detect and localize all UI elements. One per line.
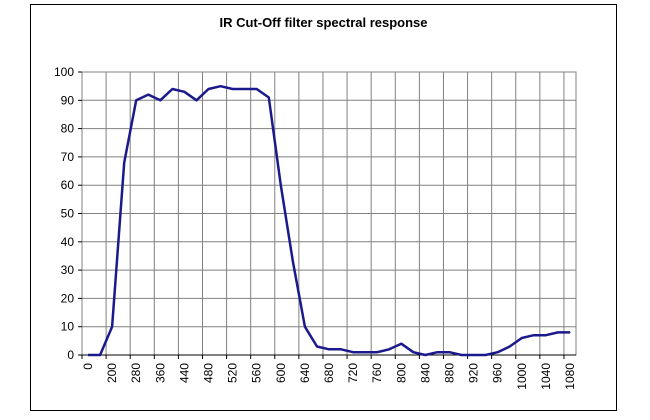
data-point — [328, 348, 330, 350]
data-point — [159, 99, 161, 101]
x-tick-label: 0 — [81, 363, 95, 370]
x-tick-label: 680 — [322, 363, 336, 383]
data-point — [485, 354, 487, 356]
y-tick-label: 10 — [61, 320, 75, 334]
x-tick-label: 840 — [418, 363, 432, 383]
data-point — [557, 331, 559, 333]
data-point — [244, 88, 246, 90]
x-tick-label: 560 — [250, 363, 264, 383]
x-tick-label: 360 — [153, 363, 167, 383]
data-point — [147, 94, 149, 96]
data-point — [340, 348, 342, 350]
y-tick-label: 70 — [61, 150, 75, 164]
x-tick-label: 760 — [370, 363, 384, 383]
data-point — [256, 88, 258, 90]
data-point — [460, 354, 463, 356]
x-axis: 0 200 280 360 440 480 520 560 600 640 680 720 760 800… — [81, 354, 577, 390]
data-point — [219, 85, 222, 87]
data-point — [400, 343, 402, 345]
y-tick-label: 20 — [61, 291, 75, 305]
data-point — [268, 96, 270, 99]
y-tick-label: 0 — [67, 348, 74, 362]
data-point — [352, 351, 354, 353]
data-point — [171, 88, 173, 90]
data-point — [135, 99, 137, 101]
data-point — [412, 351, 414, 353]
data-point — [545, 334, 547, 336]
data-point — [509, 345, 511, 348]
data-point — [232, 88, 234, 90]
data-point — [304, 326, 306, 328]
y-tick-label: 90 — [61, 93, 75, 107]
data-point — [497, 351, 499, 353]
data-point — [364, 351, 366, 353]
data-point — [521, 337, 523, 339]
x-tick-label: 440 — [177, 363, 191, 383]
x-tick-label: 720 — [346, 363, 360, 383]
x-tick-label: 1080 — [563, 363, 577, 390]
y-tick-label: 50 — [61, 207, 75, 221]
x-tick-label: 920 — [467, 363, 481, 383]
data-point — [207, 88, 210, 90]
data-point — [569, 331, 571, 333]
data-point — [448, 351, 451, 353]
data-point — [376, 351, 378, 353]
data-point — [292, 261, 294, 263]
x-tick-label: 480 — [202, 363, 216, 383]
x-tick-label: 1040 — [539, 363, 553, 390]
x-tick-label: 280 — [129, 363, 143, 383]
chart-title: IR Cut-Off filter spectral response — [219, 15, 428, 30]
data-point — [316, 345, 318, 348]
x-tick-label: 1000 — [515, 363, 529, 390]
x-tick-label: 640 — [298, 363, 312, 383]
y-tick-label: 30 — [61, 263, 75, 277]
x-tick-label: 880 — [442, 363, 456, 383]
data-point — [183, 91, 186, 93]
x-tick-label: 600 — [274, 363, 288, 383]
data-point — [123, 161, 125, 164]
x-tick-label: 520 — [226, 363, 240, 383]
y-tick-label: 60 — [61, 178, 75, 192]
y-tick-label: 80 — [61, 122, 75, 136]
data-point — [436, 351, 439, 353]
data-point — [87, 354, 89, 356]
x-tick-label: 200 — [105, 363, 119, 383]
data-point — [280, 184, 282, 186]
data-point — [111, 326, 113, 328]
data-point — [424, 354, 426, 356]
data-point — [472, 354, 475, 356]
x-tick-label: 800 — [394, 363, 408, 383]
y-axis: 0 10 20 30 40 50 60 70 80 90 100 — [54, 65, 82, 362]
data-point — [533, 334, 535, 336]
y-tick-label: 40 — [61, 235, 75, 249]
series-layer — [87, 84, 571, 357]
data-point — [195, 99, 198, 101]
data-point — [388, 348, 390, 350]
y-tick-label: 100 — [54, 65, 74, 79]
data-point — [99, 354, 101, 356]
x-tick-label: 960 — [491, 363, 505, 383]
